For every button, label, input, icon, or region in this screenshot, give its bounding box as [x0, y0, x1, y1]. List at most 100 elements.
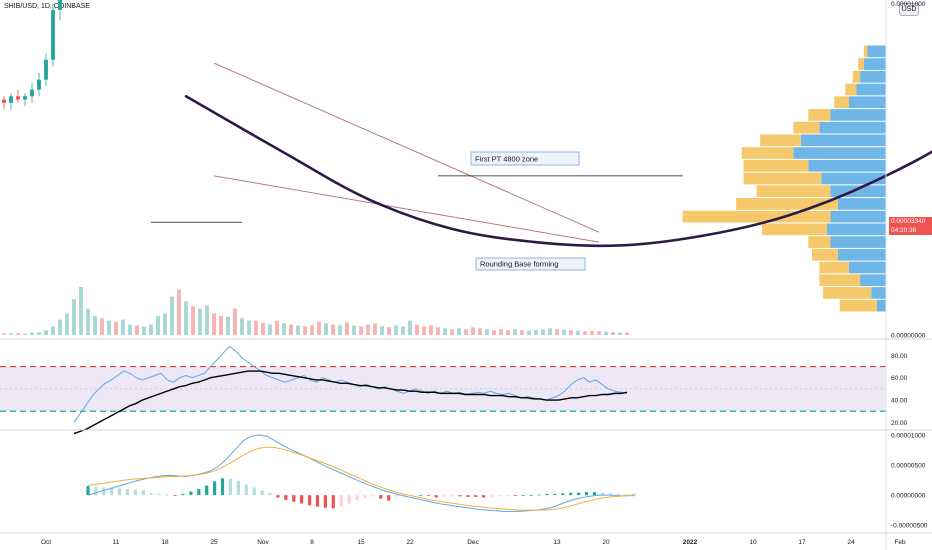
macd-histogram-bar — [592, 492, 597, 496]
volume-bar — [219, 315, 223, 335]
currency-button[interactable]: USD — [899, 3, 919, 16]
time-tick-label: 11 — [113, 539, 120, 546]
volume-bar — [422, 326, 426, 335]
macd-histogram-bar — [466, 495, 470, 497]
volume-bar — [464, 329, 468, 335]
time-tick-label: 2022 — [683, 539, 698, 546]
profile-bar-down — [762, 223, 827, 236]
volume-bar — [289, 324, 293, 335]
profile-bar-up — [793, 147, 886, 159]
macd-histogram-bar — [474, 495, 478, 497]
volume-bar — [394, 325, 398, 335]
countdown-tag: 04:20:36 — [889, 226, 932, 235]
volume-bar — [198, 308, 202, 335]
profile-bar-up — [856, 83, 886, 96]
macd-histogram-bar — [497, 495, 502, 497]
macd-histogram-bar — [347, 495, 351, 504]
macd-histogram-bar — [157, 493, 161, 496]
volume-bar — [436, 327, 440, 335]
annotation-rounding-base-text: Rounding Base forming — [480, 260, 558, 269]
macd-histogram-bar — [379, 495, 383, 499]
macd-pane — [86, 434, 636, 512]
macd-histogram-bar — [118, 488, 122, 496]
macd-histogram-bar — [624, 494, 628, 496]
profile-bar-up — [830, 236, 886, 248]
macd-histogram-bar — [149, 493, 153, 496]
volume-bar — [562, 329, 566, 335]
volume-bar — [443, 328, 447, 335]
macd-histogram-bar — [363, 495, 367, 498]
macd-signal-line — [87, 446, 634, 511]
trend-line — [213, 175, 600, 243]
macd-histogram-bar — [600, 492, 604, 496]
volume-bar — [331, 324, 335, 335]
volume-bar — [590, 330, 594, 335]
rounding-base-curve — [184, 94, 932, 248]
macd-histogram-bar — [236, 480, 240, 496]
volume-bar — [121, 319, 125, 335]
volume-bar — [450, 329, 454, 335]
rsi-tick-label: 20.00 — [891, 420, 908, 427]
volume-bar — [373, 323, 377, 335]
volume-bar — [163, 313, 167, 335]
profile-bar-down — [819, 274, 861, 287]
macd-histogram-bar — [371, 495, 375, 497]
macd-histogram-bar — [213, 481, 217, 496]
macd-histogram-bar — [300, 495, 304, 504]
macd-histogram-bar — [482, 495, 486, 498]
volume-bar — [65, 313, 69, 335]
profile-bar-up — [837, 248, 886, 261]
macd-histogram-bar — [545, 493, 549, 496]
profile-bar-up — [849, 261, 886, 274]
macd-line — [87, 434, 635, 512]
profile-bar-down — [808, 109, 831, 121]
time-tick-label: 18 — [161, 539, 169, 546]
profile-bar-up — [819, 121, 886, 134]
annotation-rounding-base[interactable]: Rounding Base forming — [475, 257, 586, 271]
volume-bar — [345, 322, 349, 335]
volume-bar — [282, 323, 286, 335]
candle-body — [23, 96, 27, 100]
macd-tick-label: -0.00000500 — [891, 523, 928, 530]
volume-bar — [44, 330, 48, 335]
candle-body — [2, 99, 6, 103]
macd-histogram-bar — [339, 495, 343, 507]
volume-bar — [30, 332, 34, 335]
profile-bar-down — [793, 121, 820, 134]
profile-bar-down — [808, 236, 831, 248]
volume-bar — [625, 332, 629, 335]
volume-bar — [177, 289, 181, 335]
volume-bar — [478, 328, 482, 335]
macd-histogram-bar — [323, 495, 327, 508]
trend-line — [213, 62, 600, 233]
volume-bar — [527, 330, 531, 335]
volume-profile — [682, 45, 886, 312]
macd-histogram-bar — [561, 493, 565, 496]
volume-bar — [324, 323, 328, 335]
candle-body — [37, 79, 41, 90]
volume-bar — [520, 330, 524, 335]
trend-lines — [151, 62, 932, 248]
volume-bar — [541, 329, 545, 335]
volume-bar — [555, 329, 559, 335]
profile-bar-down — [858, 58, 864, 70]
volume-bar — [233, 308, 237, 335]
volume-bar — [142, 326, 146, 335]
volume-bar — [212, 313, 216, 335]
macd-histogram-bar — [110, 487, 114, 496]
macd-histogram-bar — [220, 478, 225, 496]
macd-histogram-bar — [395, 495, 399, 497]
rsi-tick-label: 80.00 — [891, 353, 908, 360]
volume-bar — [261, 323, 265, 335]
volume-bar — [205, 305, 209, 335]
profile-bar-down — [741, 147, 794, 159]
candle-body — [16, 96, 20, 100]
macd-histogram-bar — [616, 493, 620, 496]
volume-bar — [23, 333, 27, 335]
volume-bar — [359, 326, 363, 335]
macd-histogram-bar — [537, 494, 541, 496]
annotation-first-pt[interactable]: First PT 4800 zone — [470, 151, 580, 166]
